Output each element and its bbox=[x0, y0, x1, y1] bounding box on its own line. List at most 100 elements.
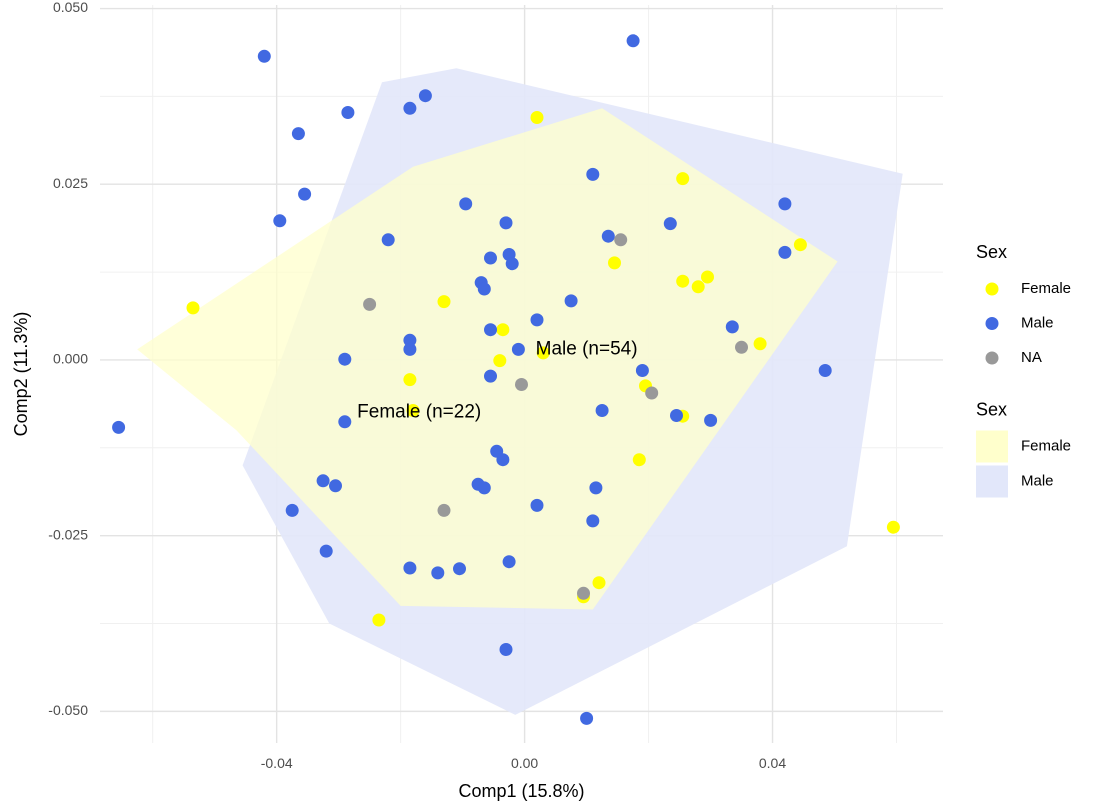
hull-female bbox=[137, 108, 838, 610]
point-male bbox=[499, 216, 513, 230]
point-male bbox=[818, 364, 832, 377]
y-tick-label: 0.025 bbox=[53, 175, 88, 191]
data-points bbox=[112, 34, 900, 725]
point-male bbox=[595, 404, 609, 417]
point-male bbox=[285, 503, 299, 517]
legend-key-male bbox=[985, 317, 999, 330]
point-male bbox=[403, 101, 417, 115]
point-female bbox=[437, 295, 451, 309]
point-female bbox=[530, 111, 544, 124]
x-tick-label: 0.04 bbox=[759, 755, 786, 771]
point-na bbox=[645, 386, 659, 400]
legend-label: NA bbox=[1021, 349, 1042, 366]
point-female bbox=[496, 323, 510, 337]
legend: Sex Female Male NA Sex Female Male bbox=[976, 242, 1071, 498]
point-male bbox=[580, 711, 594, 725]
point-male bbox=[403, 561, 417, 575]
point-female bbox=[753, 337, 767, 351]
point-male bbox=[403, 333, 417, 347]
point-male bbox=[257, 49, 271, 63]
annotation-label: Male (n=54) bbox=[536, 338, 638, 359]
point-male bbox=[477, 282, 491, 296]
point-female bbox=[632, 453, 646, 467]
point-male bbox=[273, 214, 287, 228]
point-male bbox=[511, 342, 525, 356]
legend-key-female bbox=[976, 430, 1008, 463]
point-male bbox=[298, 187, 312, 201]
y-tick-label: -0.050 bbox=[48, 702, 88, 718]
point-female bbox=[886, 520, 900, 534]
legend-key-male bbox=[976, 465, 1008, 498]
legend-label: Female bbox=[1021, 280, 1071, 297]
point-male bbox=[530, 498, 544, 512]
point-male bbox=[381, 233, 395, 247]
point-female bbox=[186, 301, 200, 315]
point-male bbox=[704, 413, 718, 427]
point-na bbox=[437, 503, 451, 517]
point-male bbox=[459, 197, 473, 211]
point-male bbox=[484, 323, 497, 337]
point-male bbox=[589, 481, 603, 495]
point-female bbox=[676, 274, 690, 288]
y-tick-label: -0.025 bbox=[48, 526, 88, 542]
point-female bbox=[608, 256, 621, 270]
hull-polygons bbox=[137, 68, 903, 715]
point-male bbox=[505, 257, 519, 271]
point-male bbox=[725, 320, 739, 334]
y-axis-title: Comp2 (11.3%) bbox=[11, 312, 31, 437]
point-male bbox=[601, 229, 615, 243]
legend-title: Sex bbox=[976, 242, 1007, 262]
point-female bbox=[406, 404, 420, 417]
point-male bbox=[663, 217, 677, 231]
point-male bbox=[778, 245, 792, 259]
point-male bbox=[453, 562, 466, 576]
x-axis-title: Comp1 (15.8%) bbox=[458, 781, 584, 801]
point-male bbox=[626, 34, 640, 48]
point-male bbox=[341, 106, 355, 119]
point-female bbox=[676, 172, 690, 186]
point-male bbox=[496, 453, 510, 467]
x-tick-label: 0.00 bbox=[511, 755, 538, 771]
point-male bbox=[484, 251, 497, 265]
legend-key-na bbox=[985, 351, 999, 365]
point-female bbox=[372, 613, 386, 627]
point-male bbox=[670, 409, 683, 422]
point-female bbox=[592, 576, 606, 590]
point-male bbox=[403, 342, 417, 356]
point-male bbox=[530, 313, 544, 327]
y-tick-label: 0.050 bbox=[53, 0, 88, 15]
annotations: Male (n=54) Female (n=22) bbox=[357, 338, 637, 422]
point-female bbox=[701, 270, 714, 284]
point-male bbox=[316, 474, 330, 488]
legend-key-female bbox=[985, 282, 999, 296]
point-male bbox=[338, 352, 352, 366]
legend-label: Male bbox=[1021, 314, 1054, 331]
point-male bbox=[319, 544, 333, 558]
annotation-label: Female (n=22) bbox=[357, 402, 481, 423]
x-tick-label: -0.04 bbox=[261, 755, 293, 771]
legend-label: Female bbox=[1021, 437, 1071, 454]
point-male bbox=[564, 294, 578, 308]
point-na bbox=[577, 586, 590, 600]
point-male bbox=[112, 420, 126, 434]
point-male bbox=[635, 364, 649, 377]
y-tick-label: 0.000 bbox=[53, 351, 88, 367]
point-female bbox=[493, 354, 507, 368]
legend-label: Male bbox=[1021, 472, 1054, 489]
point-na bbox=[363, 297, 377, 311]
point-na bbox=[515, 378, 528, 391]
tick-labels: -0.04 0.00 0.04 0.050 0.025 0.000 -0.025 -0.050 bbox=[48, 0, 786, 771]
point-female bbox=[403, 373, 417, 387]
point-male bbox=[484, 369, 497, 383]
point-male bbox=[291, 127, 305, 141]
point-na bbox=[735, 340, 748, 354]
point-male bbox=[586, 167, 600, 181]
point-male bbox=[499, 643, 513, 656]
point-male bbox=[418, 89, 432, 103]
point-male bbox=[586, 514, 600, 528]
point-male bbox=[778, 197, 792, 211]
point-male bbox=[338, 415, 352, 429]
point-male bbox=[477, 481, 491, 495]
